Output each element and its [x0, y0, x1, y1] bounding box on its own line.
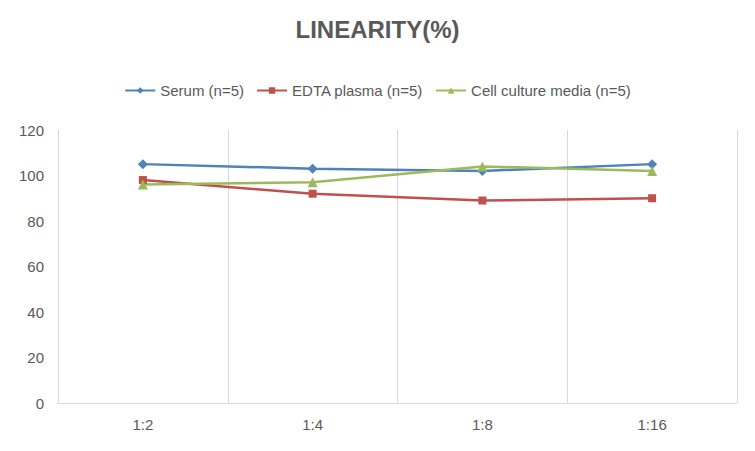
svg-text:1:4: 1:4: [302, 416, 323, 433]
svg-text:1:8: 1:8: [472, 416, 493, 433]
svg-text:20: 20: [27, 349, 44, 366]
svg-text:EDTA plasma (n=5): EDTA plasma (n=5): [292, 82, 422, 99]
svg-text:1:16: 1:16: [638, 416, 667, 433]
svg-text:100: 100: [19, 167, 44, 184]
svg-text:Cell culture media (n=5): Cell culture media (n=5): [471, 82, 631, 99]
svg-text:Serum (n=5): Serum (n=5): [160, 82, 244, 99]
svg-text:LINEARITY(%): LINEARITY(%): [296, 16, 460, 43]
svg-text:40: 40: [27, 304, 44, 321]
svg-text:60: 60: [27, 258, 44, 275]
svg-text:0: 0: [36, 395, 44, 412]
svg-text:120: 120: [19, 122, 44, 139]
svg-text:80: 80: [27, 213, 44, 230]
svg-text:1:2: 1:2: [132, 416, 153, 433]
